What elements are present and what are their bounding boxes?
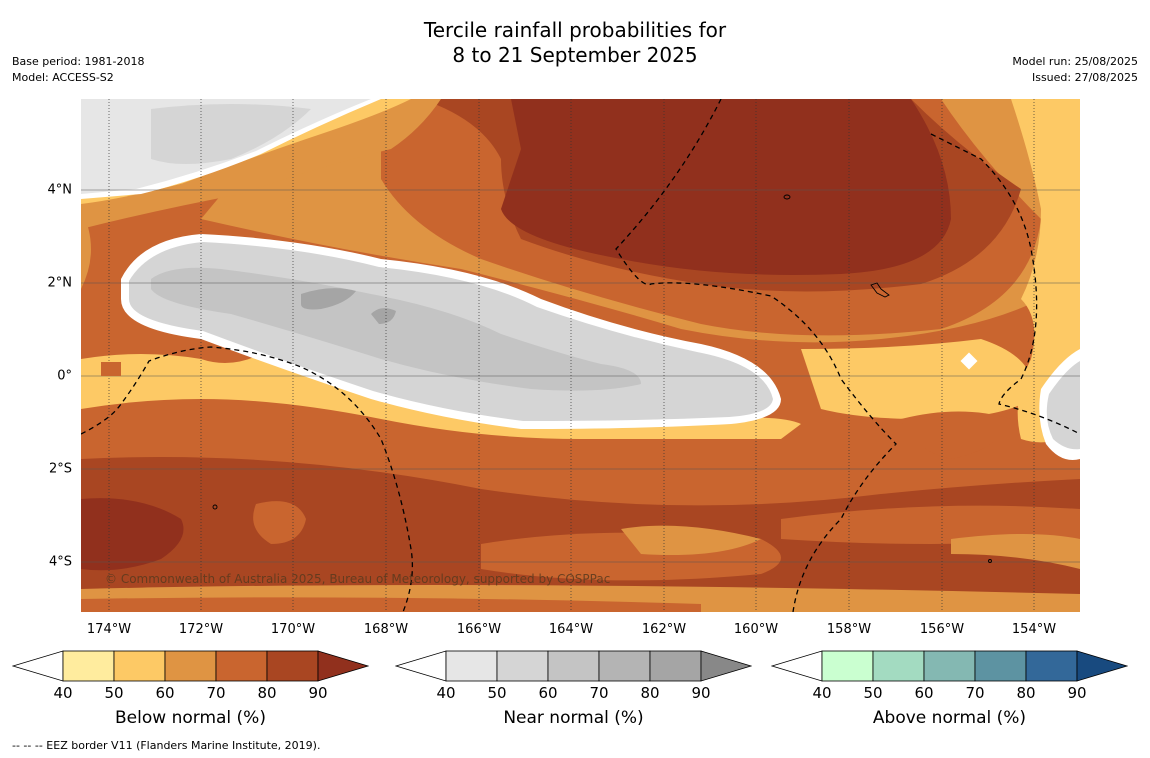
colorbar-over-triangle [1076,650,1128,682]
lon-label: 172°W [178,622,224,637]
probability-map [81,99,1080,612]
colorbar-segment [215,650,268,682]
colorbar-tick-label: 80 [257,684,277,702]
colorbar-tick-label: 60 [155,684,175,702]
map-title: Tercile rainfall probabilities for 8 to … [0,18,1150,68]
colorbar-segment [923,650,976,682]
colorbar-segment [872,650,925,682]
colorbar-tick-label: 40 [53,684,73,702]
copyright-notice: © Commonwealth of Australia 2025, Bureau… [105,572,611,586]
title-line-1: Tercile rainfall probabilities for [423,18,727,42]
lat-label: 2°S [48,461,72,477]
colorbar-over-triangle [700,650,752,682]
lon-label: 170°W [270,622,316,637]
lon-label: 164°W [548,622,594,637]
below-normal-colorbar [12,650,369,682]
lon-label: 154°W [1011,622,1057,637]
above-normal-colorbar [771,650,1128,682]
colorbar-title: Above normal (%) [872,708,1027,728]
lat-label: 4°S [48,554,72,570]
eez-border-lines [81,99,1080,612]
colorbar-tick-label: 70 [965,684,985,702]
colorbar-segment [164,650,217,682]
title-line-2: 8 to 21 September 2025 [452,43,698,67]
colorbar-segment [113,650,166,682]
lon-label: 166°W [456,622,502,637]
lon-label: 174°W [86,622,132,637]
lon-label: 158°W [826,622,872,637]
colorbar-tick-label: 50 [104,684,124,702]
base-period: Base period: 1981-2018 [12,55,145,68]
lon-label: 162°W [641,622,687,637]
colorbar-tick-label: 90 [691,684,711,702]
eez-footnote: -- -- -- EEZ border V11 (Flanders Marine… [12,739,321,752]
meta-right: Model run: 25/08/2025 Issued: 27/08/2025 [1012,54,1138,86]
colorbar-segment [974,650,1027,682]
colorbar-segment [62,650,115,682]
colorbar-segment [598,650,651,682]
islands [212,194,992,563]
colorbar-segment [266,650,319,682]
lat-label: 0° [57,368,72,384]
colorbar-under-triangle [12,650,64,682]
colorbar-tick-label: 50 [487,684,507,702]
colorbar-under-triangle [395,650,447,682]
colorbar-tick-label: 80 [1016,684,1036,702]
colorbar-under-triangle [771,650,823,682]
lon-label: 168°W [363,622,409,637]
near-normal-colorbar [395,650,752,682]
map-canvas [81,99,1080,612]
lat-label: 2°N [47,275,73,291]
colorbar-tick-label: 40 [812,684,832,702]
colorbar-segment [547,650,600,682]
colorbar-segment [1025,650,1078,682]
colorbar-over-triangle [317,650,369,682]
meta-left: Base period: 1981-2018 Model: ACCESS-S2 [12,54,144,86]
colorbar-tick-label: 90 [1067,684,1087,702]
lat-gridlines [81,189,1080,563]
issued-date: Issued: 27/08/2025 [1031,71,1138,84]
colorbar-tick-label: 90 [308,684,328,702]
colorbar-tick-label: 60 [914,684,934,702]
lon-label: 156°W [919,622,965,637]
colorbar-segment [821,650,874,682]
colorbar-tick-label: 70 [206,684,226,702]
colorbar-tick-label: 70 [589,684,609,702]
model-name: Model: ACCESS-S2 [12,71,114,84]
colorbar-tick-label: 40 [436,684,456,702]
colorbar-title: Below normal (%) [115,708,266,728]
colorbar-segment [649,650,702,682]
colorbar-segment [496,650,549,682]
model-run: Model run: 25/08/2025 [1012,55,1138,68]
colorbar-tick-label: 80 [640,684,660,702]
colorbar-title: Near normal (%) [503,708,644,728]
colorbar-segment [445,650,498,682]
lat-label: 4°N [47,182,73,198]
colorbar-tick-label: 50 [863,684,883,702]
colorbar-tick-label: 60 [538,684,558,702]
lon-label: 160°W [733,622,779,637]
